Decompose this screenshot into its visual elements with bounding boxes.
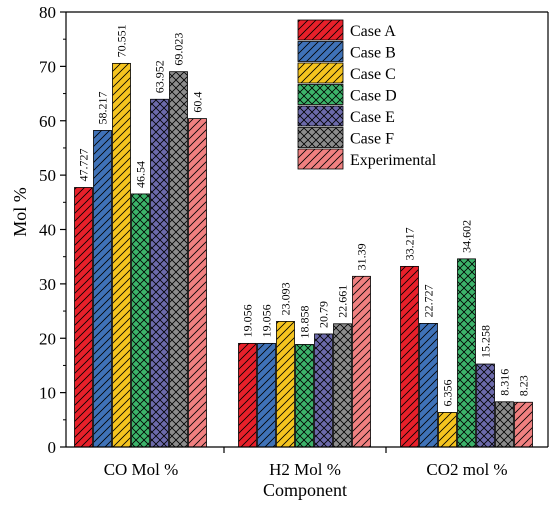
data-label-4-1: 20.79 — [317, 301, 331, 328]
legend-label-experimental: Experimental — [350, 152, 437, 169]
data-label-6-2: 8.23 — [517, 375, 531, 396]
legend-label-case-b: Case B — [350, 45, 396, 62]
legend-swatch-hatch-6 — [298, 149, 343, 169]
bar-hatch-6-1 — [352, 276, 371, 447]
bar-hatch-3-2 — [457, 258, 476, 447]
data-label-5-2: 8.316 — [498, 369, 512, 396]
x-category-label-1: H2 Mol % — [269, 460, 341, 479]
y-tick-label-40: 40 — [39, 221, 56, 240]
bar-hatch-4-1 — [314, 333, 333, 447]
bar-hatch-5-0 — [169, 71, 188, 447]
legend-swatch-hatch-5 — [298, 127, 343, 148]
bar-hatch-3-0 — [131, 193, 150, 447]
bar-hatch-6-2 — [514, 402, 533, 447]
y-tick-label-20: 20 — [39, 329, 56, 348]
bar-hatch-1-1 — [257, 343, 276, 447]
axes-layer: 0 10 20 30 40 50 60 70 80 CO Mol % H2 Mol % CO2 mol… — [39, 3, 549, 479]
legend-label-case-e: Case E — [350, 109, 395, 126]
bar-hatch-5-1 — [333, 323, 352, 447]
legend-swatch-hatch-4 — [298, 106, 343, 126]
bar-hatch-2-2 — [438, 412, 457, 447]
legend-label-case-f: Case F — [350, 131, 394, 148]
data-label-3-0: 46.54 — [134, 161, 148, 188]
data-labels-layer: 47.727 19.056 33.217 58.217 19.056 22.727 70.5… — [77, 24, 531, 406]
bar-hatch-6-0 — [188, 118, 207, 447]
data-label-6-1: 31.39 — [355, 243, 369, 270]
data-label-0-2: 33.217 — [403, 227, 417, 260]
bar-hatch-1-0 — [93, 130, 112, 447]
bar-hatch-0-0 — [74, 187, 93, 447]
y-tick-label-60: 60 — [39, 112, 56, 131]
legend-swatch-hatch-0 — [298, 20, 343, 40]
bars-layer — [74, 62, 533, 448]
legend-label-case-d: Case D — [350, 88, 397, 105]
legend: Case A Case B Case C Case D Case E Case F Expe… — [297, 19, 437, 170]
y-axis-title: Mol % — [10, 187, 30, 237]
data-label-2-1: 23.093 — [279, 282, 293, 315]
data-label-5-0: 69.023 — [172, 33, 186, 66]
legend-swatch-hatch-3 — [298, 84, 343, 105]
data-label-3-1: 18.858 — [298, 305, 312, 338]
x-category-label-0: CO Mol % — [104, 460, 179, 479]
bar-hatch-0-2 — [400, 266, 419, 447]
data-label-2-2: 6.356 — [441, 379, 455, 406]
y-tick-label-10: 10 — [39, 384, 56, 403]
bar-hatch-1-2 — [419, 323, 438, 447]
bar-hatch-2-1 — [276, 321, 295, 447]
y-tick-label-50: 50 — [39, 166, 56, 185]
y-tick-label-70: 70 — [39, 57, 56, 76]
data-label-0-0: 47.727 — [77, 148, 91, 181]
data-label-6-0: 60.4 — [191, 92, 205, 113]
data-label-1-0: 58.217 — [96, 91, 110, 124]
legend-label-case-c: Case C — [350, 66, 396, 83]
data-label-4-2: 15.258 — [479, 325, 493, 358]
bar-hatch-4-0 — [150, 99, 169, 448]
y-tick-label-0: 0 — [48, 438, 57, 457]
data-label-3-2: 34.602 — [460, 220, 474, 253]
bar-hatch-2-0 — [112, 63, 131, 447]
bar-hatch-4-2 — [476, 364, 495, 447]
data-label-5-1: 22.661 — [336, 285, 350, 318]
legend-swatch-hatch-1 — [298, 41, 343, 62]
y-tick-label-80: 80 — [39, 3, 56, 22]
bar-hatch-5-2 — [495, 401, 514, 447]
data-label-2-0: 70.551 — [115, 24, 129, 57]
data-label-1-2: 22.727 — [422, 284, 436, 317]
y-tick-label-30: 30 — [39, 275, 56, 294]
x-category-label-2: CO2 mol % — [426, 460, 507, 479]
data-label-0-1: 19.056 — [241, 304, 255, 337]
legend-label-case-a: Case A — [350, 23, 396, 40]
bar-hatch-0-1 — [238, 343, 257, 447]
data-label-4-0: 63.952 — [153, 60, 167, 93]
data-label-1-1: 19.056 — [260, 304, 274, 337]
legend-swatch-hatch-2 — [298, 63, 343, 83]
bar-hatch-3-1 — [295, 344, 314, 447]
x-axis-title: Component — [263, 480, 347, 500]
